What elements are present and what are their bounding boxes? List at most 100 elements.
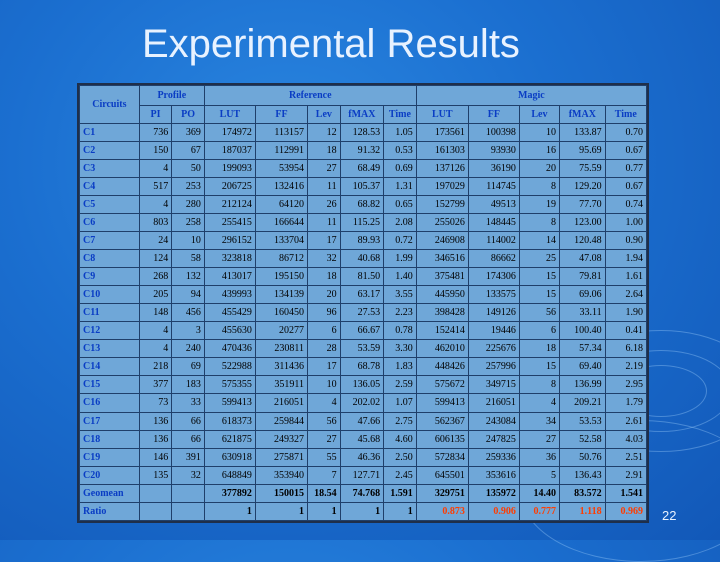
table-cell: 448426 — [415, 357, 469, 377]
table-cell: 218 — [138, 357, 173, 377]
table-cell: 2.19 — [604, 357, 648, 377]
table-cell: 27 — [518, 429, 561, 449]
table-cell: 148 — [138, 303, 173, 323]
table-cell: 0.77 — [604, 159, 648, 179]
table-cell: 1 — [254, 501, 309, 522]
table-cell: 25 — [518, 249, 561, 269]
circuit-name: C4 — [79, 177, 140, 197]
table-cell: 351911 — [254, 375, 309, 395]
table-cell: 323818 — [203, 249, 256, 269]
table-cell: 137126 — [415, 159, 469, 179]
table-cell: 8 — [518, 213, 561, 233]
table-cell: 599413 — [415, 393, 469, 413]
circuit-name: C20 — [79, 465, 140, 485]
column-header: Lev — [307, 105, 341, 124]
table-cell: 0.69 — [383, 159, 417, 179]
table-cell: 68.78 — [339, 357, 385, 377]
table-cell: 57.34 — [559, 339, 606, 359]
table-cell: 94 — [171, 285, 205, 305]
circuit-name: C5 — [79, 195, 140, 215]
table-cell: 562367 — [415, 411, 469, 431]
circuit-name: Ratio — [79, 501, 140, 522]
column-header: LUT — [203, 105, 256, 124]
table-cell: 522988 — [203, 357, 256, 377]
table-cell: 2.59 — [383, 375, 417, 395]
table-cell: 93930 — [467, 141, 520, 161]
table-cell: 0.72 — [383, 231, 417, 251]
table-cell: 55 — [307, 447, 341, 467]
table-row: C15 377 183 575355 351911 10 136.05 2.59 575672 3… — [79, 375, 648, 395]
table-cell: 18 — [307, 267, 341, 287]
table-cell: 0.53 — [383, 141, 417, 161]
circuit-name: C12 — [79, 321, 140, 341]
table-cell: 346516 — [415, 249, 469, 269]
table-cell: 17 — [307, 231, 341, 251]
table-cell: 575672 — [415, 375, 469, 395]
table-cell: 136.99 — [559, 375, 606, 395]
table-cell: 202.02 — [339, 393, 385, 413]
table-cell: 1.07 — [383, 393, 417, 413]
table-cell: 114002 — [467, 231, 520, 251]
table-cell: 648849 — [203, 465, 256, 485]
circuit-name: C15 — [79, 375, 140, 395]
table-row: C3 4 50 199093 53954 27 68.49 0.69 137126 36190 20… — [79, 159, 648, 179]
table-cell: 33 — [171, 393, 205, 413]
table-cell: 32 — [171, 465, 205, 485]
table-cell: 95.69 — [559, 141, 606, 161]
table-cell: 3.30 — [383, 339, 417, 359]
table-cell: 69.40 — [559, 357, 606, 377]
table-cell: 52.58 — [559, 429, 606, 449]
table-cell: 2.08 — [383, 213, 417, 233]
table-cell: 146 — [138, 447, 173, 467]
table-cell — [138, 501, 173, 522]
table-cell: 12 — [307, 122, 341, 143]
table-cell: 329751 — [415, 483, 469, 503]
table-cell: 377 — [138, 375, 173, 395]
table-cell: 161303 — [415, 141, 469, 161]
table-cell: 1.00 — [604, 213, 648, 233]
table-cell: 8 — [518, 375, 561, 395]
table-cell: 132416 — [254, 177, 309, 197]
table-cell: 20 — [518, 159, 561, 179]
table-cell: 81.50 — [339, 267, 385, 287]
header-circuits: Circuits — [79, 85, 140, 124]
table-cell: 225676 — [467, 339, 520, 359]
table-cell: 413017 — [203, 267, 256, 287]
table-cell: 149126 — [467, 303, 520, 323]
table-cell: 205 — [138, 285, 173, 305]
table-row: C10 205 94 439993 134139 20 63.17 3.55 445950 133… — [79, 285, 648, 305]
table-cell: 1.99 — [383, 249, 417, 269]
table-cell: 135 — [138, 465, 173, 485]
table-row: C17 136 66 618373 259844 56 47.66 2.75 562367 243… — [79, 411, 648, 431]
table-cell: 4 — [307, 393, 341, 413]
table-cell: 1.83 — [383, 357, 417, 377]
table-cell: 630918 — [203, 447, 256, 467]
table-cell: 645501 — [415, 465, 469, 485]
table-cell: 1.541 — [604, 483, 648, 503]
table-cell: 0.67 — [604, 141, 648, 161]
table-cell: 353616 — [467, 465, 520, 485]
table-row: C16 73 33 599413 216051 4 202.02 1.07 599413 2160… — [79, 393, 648, 413]
table-cell: 803 — [138, 213, 173, 233]
table-cell: 353940 — [254, 465, 309, 485]
table-cell: 209.21 — [559, 393, 606, 413]
table-cell: 89.93 — [339, 231, 385, 251]
table-cell: 0.65 — [383, 195, 417, 215]
table-cell: 4.60 — [383, 429, 417, 449]
table-cell: 67 — [171, 141, 205, 161]
table-cell: 206725 — [203, 177, 256, 197]
table-cell: 470436 — [203, 339, 256, 359]
table-cell: 96 — [307, 303, 341, 323]
table-cell: 91.32 — [339, 141, 385, 161]
table-cell: 216051 — [254, 393, 309, 413]
table-cell: 2.95 — [604, 375, 648, 395]
table-cell: 377892 — [203, 483, 256, 503]
column-header: fMAX — [339, 105, 385, 124]
circuit-name: C19 — [79, 447, 140, 467]
table-cell: 24 — [138, 231, 173, 251]
table-row: C7 24 10 296152 133704 17 89.93 0.72 246908 11400… — [79, 231, 648, 251]
table-cell: 195150 — [254, 267, 309, 287]
table-cell: 100398 — [467, 122, 520, 143]
table-cell: 1 — [339, 501, 385, 522]
column-header: Time — [383, 105, 417, 124]
